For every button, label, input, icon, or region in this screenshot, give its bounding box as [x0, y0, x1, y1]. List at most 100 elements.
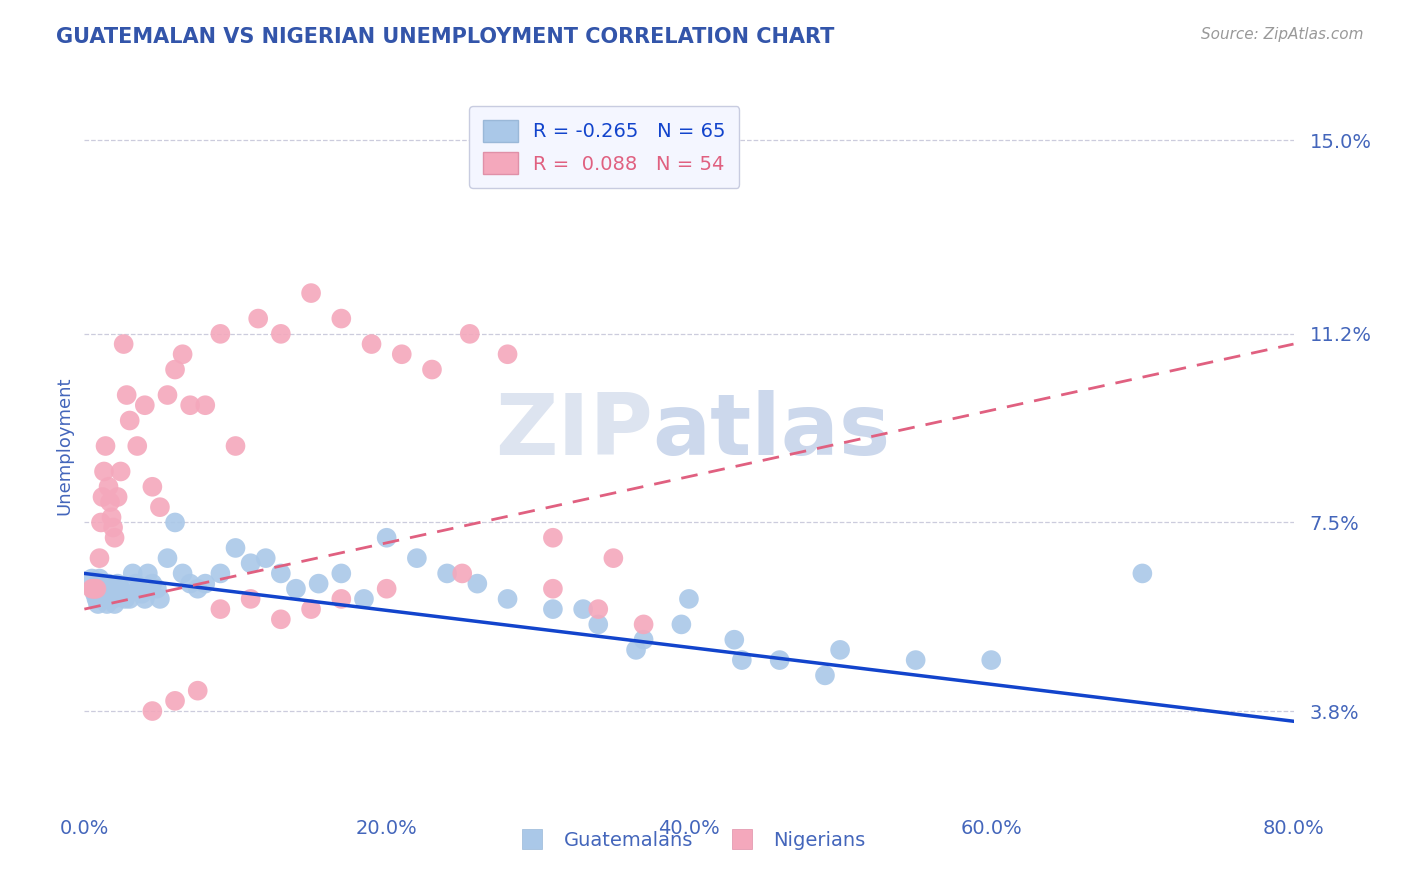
- Point: [406, 551, 429, 566]
- Point: [101, 520, 124, 534]
- Point: [165, 694, 187, 708]
- Point: [156, 388, 179, 402]
- Point: [830, 643, 852, 657]
- Point: [731, 653, 754, 667]
- Point: [93, 587, 115, 601]
- Point: [80, 582, 103, 596]
- Point: [209, 566, 232, 581]
- Point: [194, 398, 217, 412]
- Point: [114, 591, 136, 606]
- Point: [141, 704, 163, 718]
- Point: [87, 597, 110, 611]
- Point: [118, 591, 141, 606]
- Point: [156, 551, 179, 566]
- Point: [179, 576, 201, 591]
- Point: [146, 582, 169, 596]
- Point: [179, 398, 201, 412]
- Point: [125, 576, 148, 591]
- Point: [100, 510, 122, 524]
- Point: [572, 602, 595, 616]
- Point: [270, 566, 292, 581]
- Point: [769, 653, 792, 667]
- Point: [239, 591, 262, 606]
- Point: [112, 337, 135, 351]
- Point: [165, 362, 187, 376]
- Point: [375, 582, 398, 596]
- Point: [270, 612, 292, 626]
- Point: [90, 576, 112, 591]
- Point: [904, 653, 927, 667]
- Point: [141, 576, 163, 591]
- Legend: Guatemalans, Nigerians: Guatemalans, Nigerians: [505, 822, 873, 857]
- Point: [91, 582, 114, 596]
- Point: [110, 582, 132, 596]
- Point: [98, 582, 121, 596]
- Point: [247, 311, 270, 326]
- Point: [100, 587, 122, 601]
- Point: [187, 683, 209, 698]
- Point: [209, 602, 232, 616]
- Point: [91, 490, 114, 504]
- Point: [588, 602, 610, 616]
- Point: [541, 582, 564, 596]
- Point: [97, 480, 120, 494]
- Point: [330, 591, 353, 606]
- Point: [165, 516, 187, 530]
- Point: [270, 326, 292, 341]
- Point: [172, 347, 194, 361]
- Point: [90, 516, 112, 530]
- Point: [134, 591, 156, 606]
- Point: [111, 587, 134, 601]
- Point: [104, 531, 127, 545]
- Point: [375, 531, 398, 545]
- Point: [187, 582, 209, 596]
- Point: [436, 566, 458, 581]
- Point: [94, 591, 117, 606]
- Point: [110, 465, 132, 479]
- Point: [98, 495, 121, 509]
- Point: [149, 591, 172, 606]
- Text: Source: ZipAtlas.com: Source: ZipAtlas.com: [1201, 27, 1364, 42]
- Point: [391, 347, 413, 361]
- Point: [115, 388, 138, 402]
- Point: [467, 576, 489, 591]
- Point: [330, 566, 353, 581]
- Point: [633, 617, 655, 632]
- Point: [89, 572, 111, 586]
- Point: [225, 541, 247, 555]
- Point: [299, 602, 322, 616]
- Point: [678, 591, 700, 606]
- Point: [107, 490, 129, 504]
- Point: [588, 617, 610, 632]
- Point: [128, 582, 150, 596]
- Text: atlas: atlas: [652, 390, 891, 474]
- Point: [127, 439, 149, 453]
- Point: [149, 500, 172, 515]
- Point: [89, 551, 111, 566]
- Point: [814, 668, 837, 682]
- Point: [420, 362, 443, 376]
- Point: [107, 576, 129, 591]
- Point: [134, 398, 156, 412]
- Point: [458, 326, 481, 341]
- Point: [172, 566, 194, 581]
- Text: ZIP: ZIP: [495, 390, 652, 474]
- Point: [308, 576, 330, 591]
- Point: [239, 556, 262, 570]
- Point: [97, 576, 120, 591]
- Point: [93, 465, 115, 479]
- Point: [353, 591, 375, 606]
- Point: [360, 337, 382, 351]
- Point: [541, 602, 564, 616]
- Point: [101, 591, 124, 606]
- Point: [225, 439, 247, 453]
- Point: [96, 597, 118, 611]
- Point: [131, 587, 153, 601]
- Point: [254, 551, 277, 566]
- Point: [141, 480, 163, 494]
- Point: [671, 617, 693, 632]
- Point: [541, 531, 564, 545]
- Y-axis label: Unemployment: Unemployment: [55, 376, 73, 516]
- Point: [86, 582, 108, 596]
- Point: [104, 597, 127, 611]
